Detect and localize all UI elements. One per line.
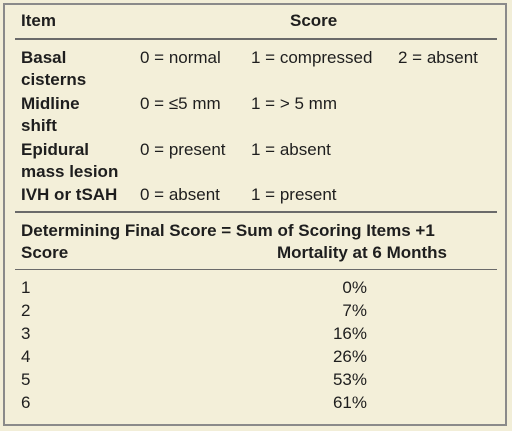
row-epidural-opt-0: 0 = present bbox=[140, 140, 226, 159]
mortality-pct-1: 0% bbox=[342, 278, 367, 297]
item-header: Item bbox=[21, 11, 56, 30]
row-midline-shift-opt-1: 1 = > 5 mm bbox=[251, 94, 337, 113]
header-rule bbox=[15, 38, 497, 40]
mortality-score-header: Score bbox=[21, 243, 69, 262]
row-basal-cisterns-label-1: Basal bbox=[21, 48, 67, 67]
mortality-pct-5: 53% bbox=[332, 370, 367, 389]
mortality-score-2: 2 bbox=[21, 301, 31, 320]
row-epidural-opt-1: 1 = absent bbox=[251, 140, 331, 159]
row-midline-shift-label-2: shift bbox=[21, 116, 57, 135]
mortality-pct-4: 26% bbox=[332, 347, 367, 366]
row-ivh-opt-0: 0 = absent bbox=[140, 185, 220, 204]
mortality-header: Mortality at 6 Months bbox=[277, 243, 448, 262]
row-ivh-label: IVH or tSAH bbox=[21, 185, 118, 204]
row-midline-shift-opt-0: 0 = ≤5 mm bbox=[140, 94, 221, 113]
mortality-score-1: 1 bbox=[21, 278, 31, 297]
mortality-score-4: 4 bbox=[21, 347, 31, 366]
score-header: Score bbox=[290, 11, 338, 30]
mortality-rule bbox=[15, 269, 497, 270]
mortality-score-3: 3 bbox=[21, 324, 31, 343]
mortality-pct-3: 16% bbox=[332, 324, 367, 343]
score-table: Item Score Basal cisterns 0 = normal 1 =… bbox=[3, 3, 507, 426]
mortality-score-5: 5 bbox=[21, 370, 31, 389]
mortality-score-6: 6 bbox=[21, 393, 31, 412]
row-basal-cisterns-opt-2: 2 = absent bbox=[398, 48, 478, 67]
row-epidural-label-2: mass lesion bbox=[21, 162, 119, 181]
row-basal-cisterns-opt-1: 1 = compressed bbox=[251, 48, 373, 67]
mortality-pct-6: 61% bbox=[332, 393, 367, 412]
final-score-formula: Determining Final Score = Sum of Scoring… bbox=[21, 221, 435, 240]
section-rule bbox=[15, 211, 497, 213]
row-midline-shift-label-1: Midline bbox=[21, 94, 80, 113]
row-epidural-label-1: Epidural bbox=[21, 140, 90, 159]
row-ivh-opt-1: 1 = present bbox=[251, 185, 337, 204]
row-basal-cisterns-label-2: cisterns bbox=[21, 70, 87, 89]
mortality-pct-2: 7% bbox=[342, 301, 367, 320]
row-basal-cisterns-opt-0: 0 = normal bbox=[140, 48, 221, 67]
